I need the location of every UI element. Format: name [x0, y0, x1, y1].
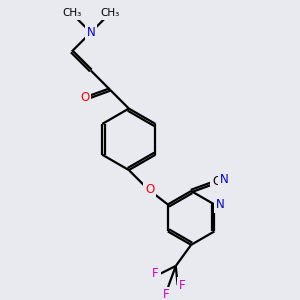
Text: N: N: [86, 26, 95, 39]
Text: N: N: [216, 198, 225, 211]
Text: CH₃: CH₃: [62, 8, 81, 19]
Text: C: C: [212, 175, 220, 188]
Text: F: F: [152, 267, 159, 280]
Text: F: F: [179, 279, 186, 292]
Text: O: O: [80, 91, 89, 104]
Text: N: N: [219, 173, 228, 186]
Text: F: F: [163, 288, 169, 300]
Text: O: O: [145, 183, 154, 196]
Text: CH₃: CH₃: [100, 8, 119, 19]
